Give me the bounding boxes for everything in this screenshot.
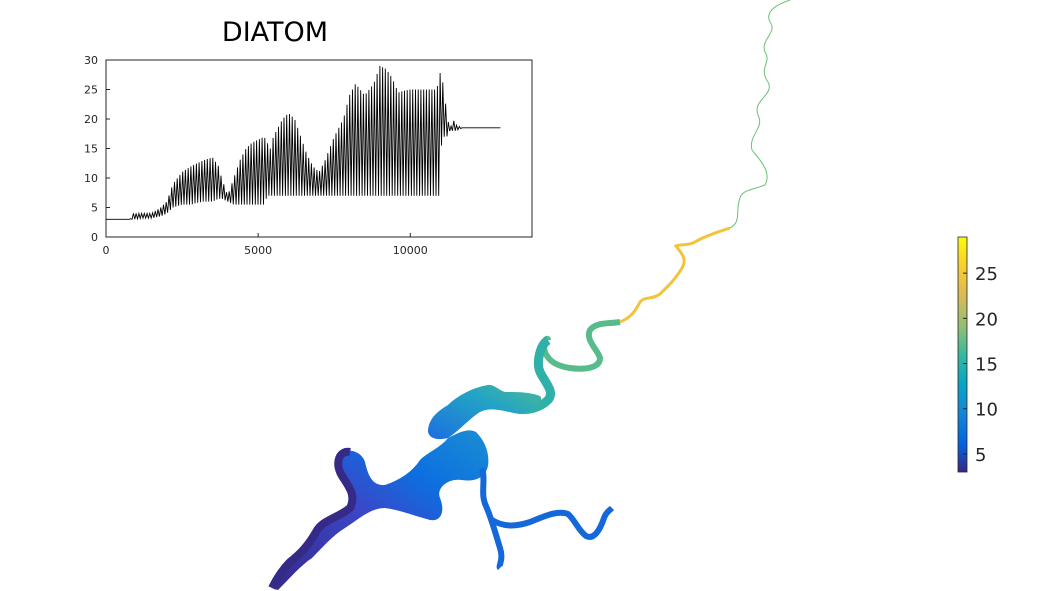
inset-time-series-plot: DIATOM 0 5000 10000 0 5 10 15 20 25 30 — [84, 17, 533, 257]
x-tick-label: 0 — [103, 244, 110, 257]
colorbar-ticks: 5 10 15 20 25 — [963, 264, 998, 466]
y-tick-label: 0 — [91, 231, 98, 244]
y-tick-label: 25 — [84, 84, 98, 97]
estuary-upper-bay — [428, 384, 542, 440]
middle-river-segment — [541, 319, 621, 372]
upper-river-trace — [729, 0, 791, 229]
colorbar-tick-label: 20 — [975, 309, 998, 330]
estuary-map — [268, 0, 791, 590]
colorbar-tick-label: 25 — [975, 264, 998, 285]
estuary-mid-bay — [272, 430, 489, 590]
y-tick-label: 30 — [84, 54, 98, 67]
x-tick-label: 10000 — [393, 244, 428, 257]
plot-axes-box — [105, 59, 533, 238]
upper-river-segment — [619, 226, 731, 324]
series-group — [106, 65, 501, 221]
colorbar-gradient — [957, 236, 968, 473]
colorbar-tick-label: 15 — [975, 355, 998, 376]
colorbar: 5 10 15 20 25 — [957, 236, 998, 473]
y-tick-label: 10 — [84, 172, 98, 185]
colorbar-tick-label: 10 — [975, 400, 998, 421]
y-tick-label: 5 — [91, 202, 98, 215]
series-line — [106, 65, 501, 221]
chart-title: DIATOM — [222, 17, 328, 48]
y-axis-ticks: 0 5 10 15 20 25 30 — [84, 54, 110, 244]
colorbar-tick-label: 5 — [975, 445, 986, 466]
y-tick-label: 20 — [84, 113, 98, 126]
southeast-tributary — [479, 467, 615, 571]
y-tick-label: 15 — [84, 143, 98, 156]
x-axis-ticks: 0 5000 10000 — [103, 233, 428, 257]
estuary-lower-bay — [268, 447, 357, 590]
x-tick-label: 5000 — [244, 244, 272, 257]
